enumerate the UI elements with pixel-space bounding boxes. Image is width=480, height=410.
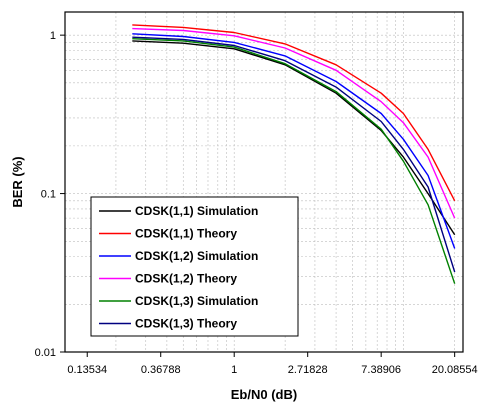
series-group [132,24,456,284]
series-line [132,27,456,219]
legend-label: CDSK(1,1) Theory [135,227,237,241]
x-axis-label: Eb/N0 (dB) [231,387,297,402]
legend-label: CDSK(1,3) Theory [135,317,237,331]
x-tick-label: 20.08554 [432,364,478,376]
legend-label: CDSK(1,3) Simulation [135,294,258,308]
x-tick-label: 0.36788 [141,364,181,376]
x-tick-label: 7.38906 [361,364,401,376]
legend-label: CDSK(1,1) Simulation [135,204,258,218]
series-line [132,38,456,284]
grid [64,12,463,353]
x-tick-label: 0.13534 [67,364,107,376]
series-line [132,36,456,273]
plot-frame [64,11,464,353]
axis-ticks: 0.13534 0.36788 1 2.71828 7.38906 20.08554 1 0.… [35,30,478,376]
legend-label: CDSK(1,2) Theory [135,272,237,286]
legend-label: CDSK(1,2) Simulation [135,249,258,263]
y-tick-label: 1 [50,30,56,42]
legend-box [90,196,299,337]
y-axis-label: BER (%) [10,156,25,207]
series-line [132,40,456,236]
legend: CDSK(1,1) Simulation CDSK(1,1) Theory CDSK… [90,196,299,337]
x-tick-label: 1 [231,364,237,376]
y-tick-label: 0.1 [41,189,56,201]
series-line [132,33,456,249]
x-tick-label: 2.71828 [288,364,328,376]
series-line [132,24,456,202]
y-tick-label: 0.01 [35,347,56,359]
